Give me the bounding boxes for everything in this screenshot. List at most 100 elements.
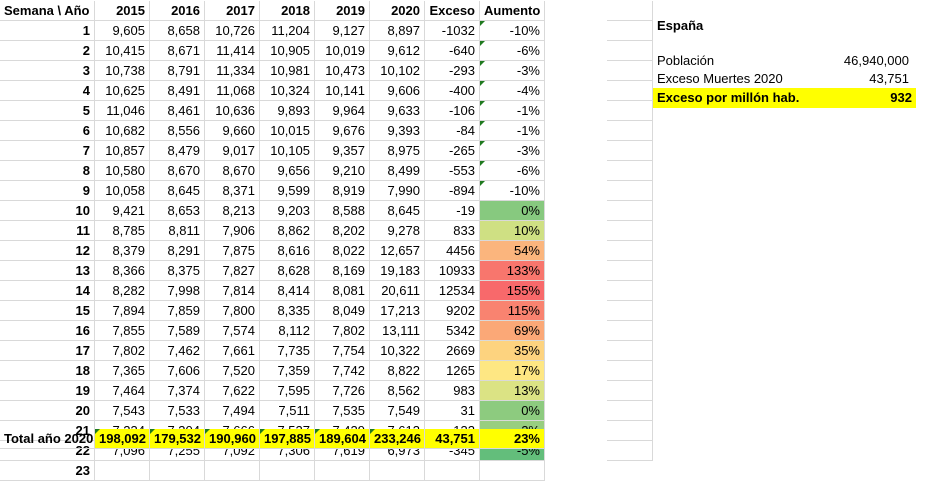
table-cell[interactable] <box>205 461 260 481</box>
aumento-cell[interactable]: 69% <box>480 321 545 341</box>
exceso-muertes-value[interactable]: 43,751 <box>869 71 909 86</box>
total-cell[interactable]: 233,246 <box>370 429 425 449</box>
table-cell[interactable]: 7,533 <box>150 401 205 421</box>
table-cell[interactable]: 10,738 <box>95 61 150 81</box>
exceso-cell[interactable]: -19 <box>425 201 480 221</box>
table-cell[interactable]: 8,213 <box>205 201 260 221</box>
total-aumento[interactable]: 23% <box>480 429 545 449</box>
table-cell[interactable]: 7,742 <box>315 361 370 381</box>
table-cell[interactable]: 7,535 <box>315 401 370 421</box>
table-cell[interactable]: 10,324 <box>260 81 315 101</box>
aumento-cell[interactable]: 0% <box>480 401 545 421</box>
aumento-cell[interactable]: -6% <box>480 161 545 181</box>
empty-cell[interactable] <box>607 361 653 381</box>
table-cell[interactable]: 7,606 <box>150 361 205 381</box>
table-cell[interactable]: 8,658 <box>150 21 205 41</box>
table-cell[interactable]: 8,371 <box>205 181 260 201</box>
exceso-cell[interactable]: -553 <box>425 161 480 181</box>
table-cell[interactable]: 11,068 <box>205 81 260 101</box>
table-cell[interactable]: 8,670 <box>150 161 205 181</box>
exceso-cell[interactable]: 12534 <box>425 281 480 301</box>
table-cell[interactable] <box>95 461 150 481</box>
row-header[interactable]: 20 <box>0 401 95 421</box>
table-cell[interactable]: 11,204 <box>260 21 315 41</box>
table-cell[interactable]: 7,802 <box>95 341 150 361</box>
aumento-cell[interactable]: -4% <box>480 81 545 101</box>
table-cell[interactable]: 8,282 <box>95 281 150 301</box>
row-header[interactable]: 15 <box>0 301 95 321</box>
row-header[interactable]: 23 <box>0 461 95 481</box>
total-exceso[interactable]: 43,751 <box>425 429 480 449</box>
table-cell[interactable]: 8,562 <box>370 381 425 401</box>
table-cell[interactable]: 10,905 <box>260 41 315 61</box>
aumento-cell[interactable]: -10% <box>480 21 545 41</box>
table-cell[interactable]: 9,278 <box>370 221 425 241</box>
table-cell[interactable]: 8,169 <box>315 261 370 281</box>
table-cell[interactable]: 10,726 <box>205 21 260 41</box>
table-cell[interactable]: 7,374 <box>150 381 205 401</box>
table-cell[interactable]: 7,359 <box>260 361 315 381</box>
table-cell[interactable]: 12,657 <box>370 241 425 261</box>
row-header[interactable]: 14 <box>0 281 95 301</box>
table-cell[interactable]: 9,656 <box>260 161 315 181</box>
column-header-1[interactable]: 2015 <box>95 1 150 21</box>
aumento-cell[interactable]: -10% <box>480 181 545 201</box>
empty-cell[interactable] <box>607 421 653 441</box>
table-cell[interactable]: 9,606 <box>370 81 425 101</box>
empty-cell[interactable] <box>607 321 653 341</box>
column-header-4[interactable]: 2018 <box>260 1 315 21</box>
exceso-cell[interactable]: 31 <box>425 401 480 421</box>
table-cell[interactable]: 10,636 <box>205 101 260 121</box>
empty-cell[interactable] <box>607 21 653 41</box>
row-header[interactable]: 5 <box>0 101 95 121</box>
table-cell[interactable]: 8,671 <box>150 41 205 61</box>
empty-cell[interactable] <box>607 41 653 61</box>
table-cell[interactable]: 8,862 <box>260 221 315 241</box>
table-cell[interactable]: 8,491 <box>150 81 205 101</box>
table-cell[interactable]: 10,981 <box>260 61 315 81</box>
empty-cell[interactable] <box>607 81 653 101</box>
row-header[interactable]: 12 <box>0 241 95 261</box>
empty-cell[interactable] <box>607 161 653 181</box>
column-header-8[interactable]: Aumento % <box>480 1 545 21</box>
table-cell[interactable]: 10,058 <box>95 181 150 201</box>
row-header[interactable]: 13 <box>0 261 95 281</box>
aumento-cell[interactable]: -1% <box>480 101 545 121</box>
row-header[interactable]: 10 <box>0 201 95 221</box>
table-cell[interactable]: 8,112 <box>260 321 315 341</box>
total-cell[interactable]: 189,604 <box>315 429 370 449</box>
table-cell[interactable]: 8,202 <box>315 221 370 241</box>
row-header[interactable]: 22 <box>0 441 95 461</box>
aumento-cell[interactable]: -3% <box>480 61 545 81</box>
empty-cell[interactable] <box>607 261 653 281</box>
column-header-3[interactable]: 2017 <box>205 1 260 21</box>
aumento-cell[interactable]: 17% <box>480 361 545 381</box>
table-cell[interactable]: 9,612 <box>370 41 425 61</box>
table-cell[interactable]: 7,754 <box>315 341 370 361</box>
table-cell[interactable]: 9,964 <box>315 101 370 121</box>
table-cell[interactable]: 8,785 <box>95 221 150 241</box>
total-label[interactable]: Total año 2020 <box>0 429 95 449</box>
table-cell[interactable]: 8,291 <box>150 241 205 261</box>
table-cell[interactable]: 9,676 <box>315 121 370 141</box>
empty-cell[interactable] <box>607 201 653 221</box>
table-cell[interactable]: 7,802 <box>315 321 370 341</box>
table-cell[interactable]: 7,511 <box>260 401 315 421</box>
exceso-cell[interactable]: 983 <box>425 381 480 401</box>
table-cell[interactable]: 7,549 <box>370 401 425 421</box>
aumento-cell[interactable] <box>480 461 545 481</box>
table-cell[interactable]: 9,660 <box>205 121 260 141</box>
total-cell[interactable]: 198,092 <box>95 429 150 449</box>
empty-cell[interactable] <box>607 441 653 461</box>
empty-cell[interactable] <box>607 221 653 241</box>
poblacion-label[interactable]: Población <box>657 53 715 68</box>
empty-cell[interactable] <box>607 181 653 201</box>
per-million-value[interactable]: 932 <box>813 88 916 108</box>
exceso-cell[interactable]: 2669 <box>425 341 480 361</box>
table-cell[interactable]: 8,628 <box>260 261 315 281</box>
aumento-cell[interactable]: 13% <box>480 381 545 401</box>
exceso-cell[interactable]: -400 <box>425 81 480 101</box>
aumento-cell[interactable]: 115% <box>480 301 545 321</box>
table-cell[interactable]: 10,105 <box>260 141 315 161</box>
exceso-cell[interactable]: 5342 <box>425 321 480 341</box>
